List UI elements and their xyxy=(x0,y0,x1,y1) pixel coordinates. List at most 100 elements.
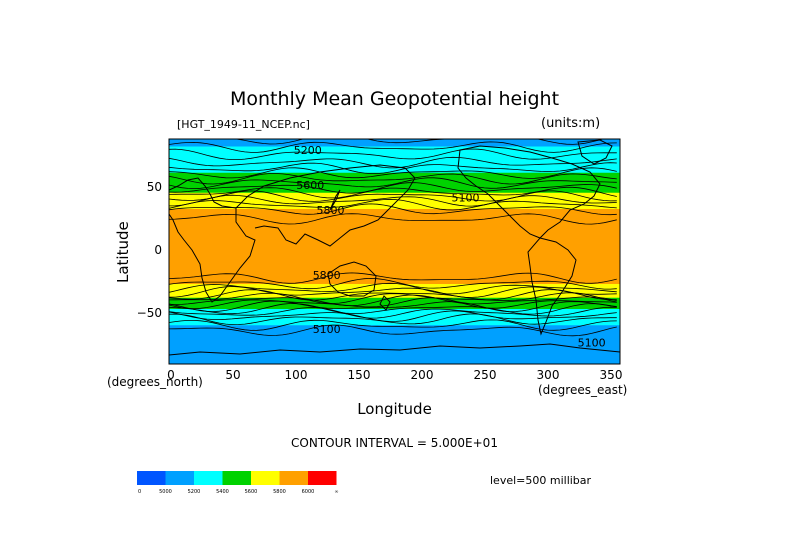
x-unit-left: (degrees_north) xyxy=(107,375,203,389)
contour-line xyxy=(169,186,617,199)
x-tick-label: 100 xyxy=(285,368,308,382)
field-strip xyxy=(169,256,620,259)
contour-line xyxy=(234,139,605,145)
field-strip xyxy=(169,351,620,354)
contour-line xyxy=(169,198,617,211)
contour-line xyxy=(169,306,617,319)
field-strip xyxy=(169,217,620,220)
contour-value-label: 5200 xyxy=(294,144,322,157)
field-strip xyxy=(169,189,620,191)
y-tick-label: 0 xyxy=(154,243,162,257)
field-strip xyxy=(169,334,620,336)
field-strip xyxy=(169,332,620,335)
contour-value-label: 5800 xyxy=(313,269,341,282)
field-strip xyxy=(169,331,620,334)
field-strip xyxy=(169,255,620,258)
field-strip xyxy=(169,359,620,361)
coastlines xyxy=(169,139,620,356)
y-tick-label: 50 xyxy=(147,180,162,194)
field-strip xyxy=(169,286,620,289)
field-strip xyxy=(169,165,620,168)
field-strip xyxy=(169,330,620,333)
field-strip xyxy=(169,317,620,320)
field-strip xyxy=(169,181,620,184)
colorbar-tick-label: 6000 xyxy=(302,489,315,495)
y-tick-label: −50 xyxy=(137,306,162,320)
field-strip xyxy=(169,160,620,163)
field-strip xyxy=(169,230,620,233)
units-label: (units:m) xyxy=(541,116,601,131)
height-field xyxy=(169,139,620,364)
field-strip xyxy=(169,267,620,270)
contour-line xyxy=(169,177,617,190)
field-strip xyxy=(169,251,620,254)
colorbar-tick-label: ∞ xyxy=(334,489,338,495)
field-strip xyxy=(169,139,620,141)
field-strip xyxy=(169,155,620,158)
field-strip xyxy=(169,146,620,149)
field-strip xyxy=(169,162,620,165)
field-strip xyxy=(169,192,620,195)
colorbar-swatch xyxy=(165,471,194,485)
coast-south-america xyxy=(527,237,577,336)
field-strip xyxy=(169,169,620,171)
field-strip xyxy=(169,341,620,344)
contour-line xyxy=(169,313,617,326)
contour-line xyxy=(169,289,617,301)
y-axis: 50 0 −50 xyxy=(137,180,162,320)
contour-value-label: 5800 xyxy=(316,204,344,217)
field-strip xyxy=(169,344,620,346)
field-strip xyxy=(169,197,620,200)
colorbar-tick-label: 5800 xyxy=(273,489,286,495)
field-strip xyxy=(169,270,620,273)
field-strip xyxy=(169,285,620,288)
field-strip xyxy=(169,190,620,193)
field-strip xyxy=(169,174,620,176)
contour-interval-label: CONTOUR INTERVAL = 5.000E+01 xyxy=(291,436,498,450)
contour-line xyxy=(169,282,617,295)
field-strip xyxy=(169,311,620,314)
x-unit-right: (degrees_east) xyxy=(538,383,627,397)
field-strip xyxy=(169,241,620,244)
field-strip xyxy=(169,151,620,154)
field-strip xyxy=(169,295,620,298)
contour-value-label: 5600 xyxy=(296,179,324,192)
field-strip xyxy=(169,210,620,213)
x-axis-title: Longitude xyxy=(357,400,432,418)
field-strip xyxy=(169,322,620,325)
x-tick-label: 200 xyxy=(411,368,434,382)
field-strip xyxy=(169,342,620,345)
field-strip xyxy=(169,350,620,353)
field-strip xyxy=(169,249,620,251)
contour-line xyxy=(169,300,617,313)
colorbar-tick-label: 5600 xyxy=(245,489,258,495)
field-strip xyxy=(169,327,620,330)
field-strip xyxy=(169,356,620,359)
field-strip xyxy=(169,354,620,356)
field-strip xyxy=(169,312,620,315)
field-strip xyxy=(169,195,620,198)
coast-asia xyxy=(235,164,416,247)
field-strip xyxy=(169,319,620,321)
x-tick-label: 150 xyxy=(348,368,371,382)
field-strip xyxy=(169,152,620,155)
field-strip xyxy=(169,262,620,265)
field-strip xyxy=(169,339,620,341)
field-strip xyxy=(169,194,620,196)
field-strip xyxy=(169,227,620,230)
field-strip xyxy=(169,177,620,180)
contour-line xyxy=(169,148,617,160)
field-strip xyxy=(169,187,620,190)
contour-line xyxy=(169,297,617,310)
field-strip xyxy=(169,185,620,188)
field-strip xyxy=(169,214,620,216)
field-strip xyxy=(169,247,620,250)
contour-line xyxy=(169,167,617,179)
field-strip xyxy=(169,144,620,146)
chart-title: Monthly Mean Geopotential height xyxy=(229,88,560,110)
field-strip xyxy=(169,250,620,253)
contour-value-label: 5100 xyxy=(578,337,606,350)
coast-japan xyxy=(329,189,341,211)
field-strip xyxy=(169,357,620,360)
field-strip xyxy=(169,326,620,329)
